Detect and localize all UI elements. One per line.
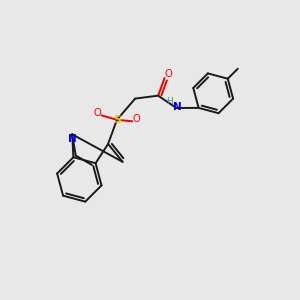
Text: H: H bbox=[167, 97, 173, 106]
Text: O: O bbox=[94, 108, 102, 118]
Text: O: O bbox=[165, 70, 172, 80]
Text: N: N bbox=[172, 102, 182, 112]
Text: S: S bbox=[113, 115, 121, 125]
Text: O: O bbox=[132, 114, 140, 124]
Text: N: N bbox=[68, 134, 77, 144]
